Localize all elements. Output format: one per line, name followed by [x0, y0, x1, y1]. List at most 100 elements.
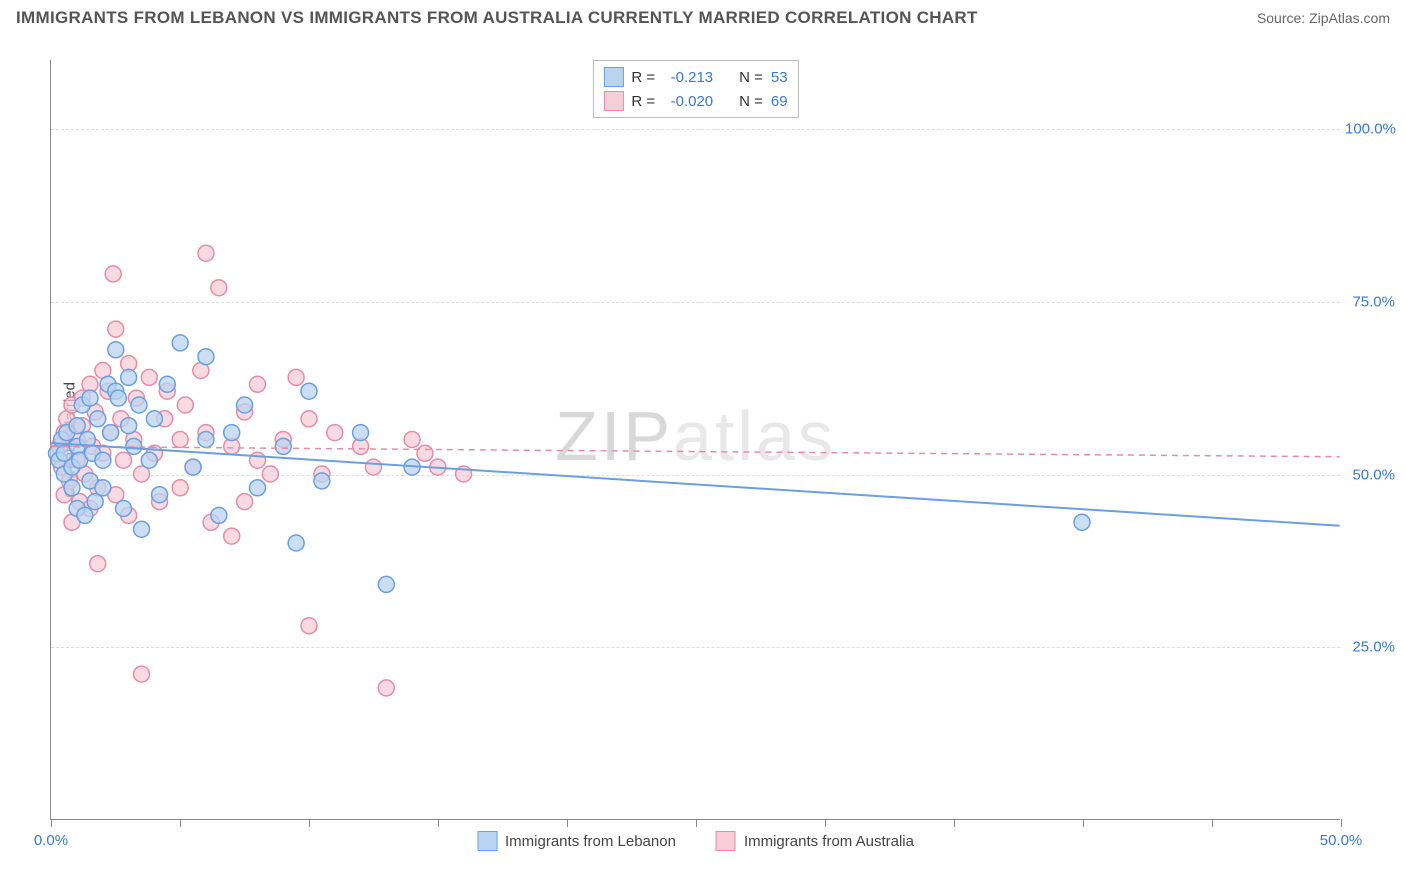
data-point-lebanon	[301, 383, 317, 399]
r-value-australia: -0.020	[663, 93, 713, 110]
data-point-lebanon	[211, 507, 227, 523]
data-point-australia	[404, 432, 420, 448]
data-point-lebanon	[121, 418, 137, 434]
legend-label-australia: Immigrants from Australia	[744, 833, 914, 850]
swatch-lebanon-icon	[477, 831, 497, 851]
source-attribution: Source: ZipAtlas.com	[1257, 10, 1390, 26]
data-point-australia	[198, 245, 214, 261]
data-point-australia	[172, 480, 188, 496]
n-value-lebanon: 53	[771, 69, 788, 86]
data-point-lebanon	[152, 487, 168, 503]
n-label: N =	[739, 69, 763, 86]
trend-line-lebanon	[51, 443, 1339, 526]
x-tick	[438, 819, 439, 827]
correlation-legend: R = -0.213 N = 53 R = -0.020 N = 69	[592, 60, 798, 118]
y-tick-label: 100.0%	[1345, 121, 1395, 138]
legend-row-australia: R = -0.020 N = 69	[603, 89, 787, 113]
x-tick	[1212, 819, 1213, 827]
data-point-lebanon	[103, 425, 119, 441]
r-label: R =	[631, 93, 655, 110]
n-value-australia: 69	[771, 93, 788, 110]
data-point-lebanon	[82, 390, 98, 406]
x-tick	[1083, 819, 1084, 827]
r-value-lebanon: -0.213	[663, 69, 713, 86]
data-point-australia	[288, 369, 304, 385]
data-point-lebanon	[141, 452, 157, 468]
legend-label-lebanon: Immigrants from Lebanon	[505, 833, 676, 850]
x-tick	[1341, 819, 1342, 827]
data-point-australia	[224, 528, 240, 544]
data-point-australia	[116, 452, 132, 468]
data-point-australia	[211, 280, 227, 296]
x-tick	[696, 819, 697, 827]
swatch-lebanon	[603, 67, 623, 87]
x-tick	[180, 819, 181, 827]
data-point-lebanon	[146, 411, 162, 427]
data-point-lebanon	[275, 438, 291, 454]
y-tick-label: 50.0%	[1345, 466, 1395, 483]
data-point-lebanon	[64, 480, 80, 496]
y-tick-label: 75.0%	[1345, 293, 1395, 310]
x-tick	[825, 819, 826, 827]
data-point-lebanon	[116, 501, 132, 517]
data-point-lebanon	[110, 390, 126, 406]
data-point-lebanon	[314, 473, 330, 489]
data-point-australia	[108, 321, 124, 337]
x-tick	[51, 819, 52, 827]
data-point-australia	[177, 397, 193, 413]
swatch-australia-icon	[716, 831, 736, 851]
data-point-australia	[237, 494, 253, 510]
data-point-australia	[327, 425, 343, 441]
data-point-australia	[141, 369, 157, 385]
data-point-lebanon	[159, 376, 175, 392]
data-point-australia	[365, 459, 381, 475]
data-point-lebanon	[90, 411, 106, 427]
data-point-lebanon	[131, 397, 147, 413]
data-point-lebanon	[69, 418, 85, 434]
data-point-lebanon	[224, 425, 240, 441]
data-point-lebanon	[288, 535, 304, 551]
data-point-lebanon	[378, 576, 394, 592]
data-point-lebanon	[95, 452, 111, 468]
data-point-lebanon	[249, 480, 265, 496]
data-point-australia	[249, 376, 265, 392]
r-label: R =	[631, 69, 655, 86]
data-point-australia	[301, 618, 317, 634]
data-point-lebanon	[198, 432, 214, 448]
data-point-lebanon	[1074, 514, 1090, 530]
data-point-lebanon	[108, 342, 124, 358]
x-tick	[567, 819, 568, 827]
data-point-lebanon	[172, 335, 188, 351]
data-point-lebanon	[95, 480, 111, 496]
series-legend: Immigrants from Lebanon Immigrants from …	[477, 831, 914, 851]
data-point-lebanon	[77, 507, 93, 523]
swatch-australia	[603, 91, 623, 111]
data-point-lebanon	[353, 425, 369, 441]
legend-item-australia: Immigrants from Australia	[716, 831, 914, 851]
plot-area: 25.0%50.0%75.0%100.0% ZIPatlas R = -0.21…	[50, 60, 1340, 820]
data-point-lebanon	[134, 521, 150, 537]
data-point-australia	[134, 666, 150, 682]
data-point-australia	[417, 445, 433, 461]
legend-item-lebanon: Immigrants from Lebanon	[477, 831, 676, 851]
scatter-plot-svg	[51, 60, 1340, 819]
data-point-australia	[249, 452, 265, 468]
data-point-australia	[301, 411, 317, 427]
n-label: N =	[739, 93, 763, 110]
data-point-lebanon	[237, 397, 253, 413]
x-tick	[954, 819, 955, 827]
x-tick	[309, 819, 310, 827]
data-point-australia	[105, 266, 121, 282]
data-point-australia	[172, 432, 188, 448]
x-tick-label: 0.0%	[34, 832, 68, 849]
data-point-lebanon	[198, 349, 214, 365]
chart-container: Currently Married 25.0%50.0%75.0%100.0% …	[50, 60, 1386, 820]
x-tick-label: 50.0%	[1320, 832, 1363, 849]
data-point-australia	[262, 466, 278, 482]
data-point-lebanon	[121, 369, 137, 385]
chart-title: IMMIGRANTS FROM LEBANON VS IMMIGRANTS FR…	[16, 8, 978, 28]
data-point-australia	[90, 556, 106, 572]
y-tick-label: 25.0%	[1345, 639, 1395, 656]
data-point-lebanon	[185, 459, 201, 475]
legend-row-lebanon: R = -0.213 N = 53	[603, 65, 787, 89]
